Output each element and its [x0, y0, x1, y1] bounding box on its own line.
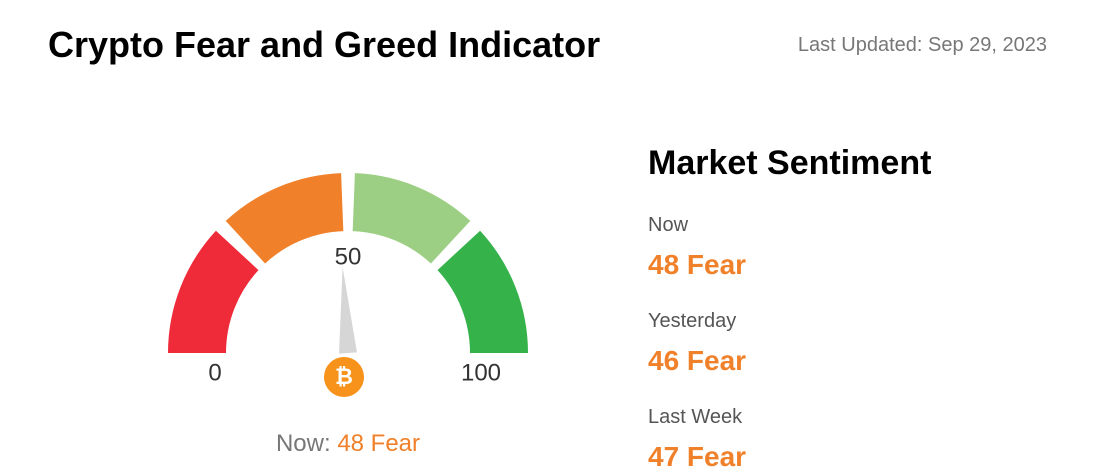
gauge-tick-label: 100 [461, 359, 501, 386]
gauge-tick-label: 0 [208, 359, 221, 386]
sentiment-value: 48 Fear [648, 249, 747, 280]
sentiment-title: Market Sentiment [648, 144, 932, 182]
bitcoin-symbol: ₿ [335, 364, 353, 389]
caption-label: Now: [275, 430, 331, 457]
gauge-band [352, 173, 471, 264]
gauge-band [225, 173, 344, 264]
gauge: 0 50 100 ₿ [168, 173, 528, 397]
sentiment-label: Yesterday [648, 310, 737, 332]
page-title: Crypto Fear and Greed Indicator [48, 24, 601, 65]
gauge-caption: Now: 48 Fear [0, 430, 696, 458]
gauge-needle [339, 267, 357, 354]
sentiment-label: Last Week [648, 406, 743, 428]
sentiment-label: Now [648, 214, 689, 236]
last-updated: Last Updated: Sep 29, 2023 [797, 34, 1047, 56]
sentiment-value: 47 Fear [648, 441, 747, 472]
caption-value: 48 Fear [337, 430, 421, 457]
bitcoin-icon [324, 357, 364, 397]
sentiment-value: 46 Fear [648, 345, 747, 376]
gauge-band [168, 230, 259, 353]
gauge-band [437, 230, 528, 353]
gauge-tick-label: 50 [335, 243, 362, 270]
